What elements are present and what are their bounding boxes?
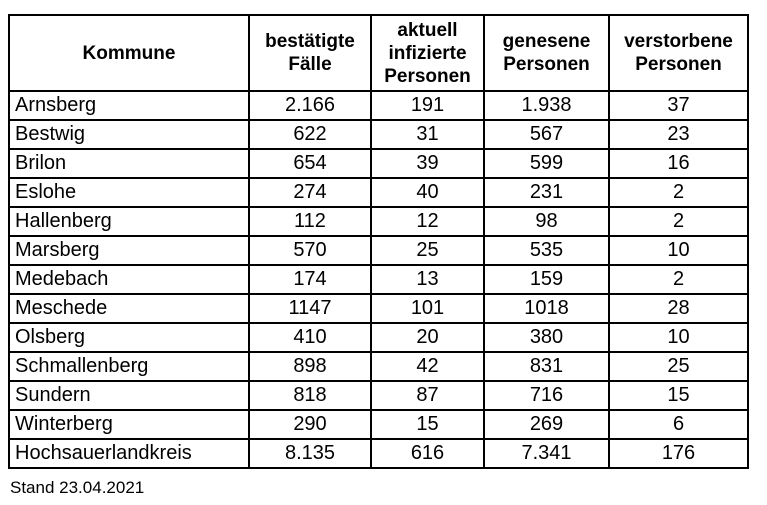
cell-kommune: Eslohe [8, 177, 250, 208]
cell-bestaetigte: 274 [248, 177, 372, 208]
table-row: Marsberg 570 25 535 10 [8, 235, 749, 266]
cell-kommune: Medebach [8, 264, 250, 295]
cell-aktuell: 101 [370, 293, 485, 324]
table-row: Winterberg 290 15 269 6 [8, 409, 749, 440]
table-row: Bestwig 622 31 567 23 [8, 119, 749, 150]
table-row: Hallenberg 112 12 98 2 [8, 206, 749, 237]
table-row: Schmallenberg 898 42 831 25 [8, 351, 749, 382]
cell-verstorbene: 10 [608, 322, 749, 353]
cell-verstorbene: 25 [608, 351, 749, 382]
cell-bestaetigte: 898 [248, 351, 372, 382]
cell-bestaetigte: 410 [248, 322, 372, 353]
cell-bestaetigte: 174 [248, 264, 372, 295]
cell-kommune: Sundern [8, 380, 250, 411]
cell-kommune: Olsberg [8, 322, 250, 353]
cell-bestaetigte: 290 [248, 409, 372, 440]
table-row: Meschede 1147 101 1018 28 [8, 293, 749, 324]
table-header: Kommune bestätigte Fälle aktuell infizie… [8, 14, 749, 92]
cell-verstorbene: 16 [608, 148, 749, 179]
cell-kommune: Hochsauerlandkreis [8, 438, 250, 469]
cell-bestaetigte: 2.166 [248, 90, 372, 121]
column-header-genesene: genesene Personen [483, 14, 610, 92]
table-row: Sundern 818 87 716 15 [8, 380, 749, 411]
cell-aktuell: 15 [370, 409, 485, 440]
cell-genesene: 535 [483, 235, 610, 266]
cell-verstorbene: 15 [608, 380, 749, 411]
cell-verstorbene: 176 [608, 438, 749, 469]
cell-genesene: 269 [483, 409, 610, 440]
cell-kommune: Meschede [8, 293, 250, 324]
table-header-row: Kommune bestätigte Fälle aktuell infizie… [8, 14, 749, 92]
cell-genesene: 159 [483, 264, 610, 295]
cell-aktuell: 42 [370, 351, 485, 382]
column-header-bestaetigte: bestätigte Fälle [248, 14, 372, 92]
cell-aktuell: 25 [370, 235, 485, 266]
column-header-verstorbene: verstorbene Personen [608, 14, 749, 92]
column-header-kommune: Kommune [8, 14, 250, 92]
table-row: Medebach 174 13 159 2 [8, 264, 749, 295]
cell-verstorbene: 2 [608, 264, 749, 295]
table-row: Arnsberg 2.166 191 1.938 37 [8, 90, 749, 121]
cell-genesene: 716 [483, 380, 610, 411]
column-header-aktuell: aktuell infizierte Personen [370, 14, 485, 92]
table-row: Olsberg 410 20 380 10 [8, 322, 749, 353]
cell-genesene: 7.341 [483, 438, 610, 469]
cell-bestaetigte: 622 [248, 119, 372, 150]
cell-verstorbene: 10 [608, 235, 749, 266]
cell-kommune: Schmallenberg [8, 351, 250, 382]
table-row-total: Hochsauerlandkreis 8.135 616 7.341 176 [8, 438, 749, 469]
cell-bestaetigte: 1147 [248, 293, 372, 324]
cell-kommune: Marsberg [8, 235, 250, 266]
cell-aktuell: 13 [370, 264, 485, 295]
table-row: Brilon 654 39 599 16 [8, 148, 749, 179]
cell-genesene: 380 [483, 322, 610, 353]
table-row: Eslohe 274 40 231 2 [8, 177, 749, 208]
cell-kommune: Brilon [8, 148, 250, 179]
cell-verstorbene: 2 [608, 177, 749, 208]
cell-aktuell: 40 [370, 177, 485, 208]
cell-kommune: Arnsberg [8, 90, 250, 121]
cell-genesene: 231 [483, 177, 610, 208]
cell-kommune: Bestwig [8, 119, 250, 150]
cell-bestaetigte: 112 [248, 206, 372, 237]
cell-verstorbene: 28 [608, 293, 749, 324]
cell-aktuell: 616 [370, 438, 485, 469]
cell-verstorbene: 23 [608, 119, 749, 150]
cell-genesene: 1018 [483, 293, 610, 324]
covid-statistics-table: Kommune bestätigte Fälle aktuell infizie… [8, 14, 749, 469]
cell-bestaetigte: 654 [248, 148, 372, 179]
cell-bestaetigte: 570 [248, 235, 372, 266]
cell-bestaetigte: 8.135 [248, 438, 372, 469]
cell-verstorbene: 37 [608, 90, 749, 121]
cell-kommune: Winterberg [8, 409, 250, 440]
cell-verstorbene: 6 [608, 409, 749, 440]
cell-aktuell: 87 [370, 380, 485, 411]
cell-aktuell: 39 [370, 148, 485, 179]
cell-verstorbene: 2 [608, 206, 749, 237]
cell-genesene: 1.938 [483, 90, 610, 121]
cell-aktuell: 31 [370, 119, 485, 150]
cell-aktuell: 20 [370, 322, 485, 353]
cell-kommune: Hallenberg [8, 206, 250, 237]
table-body: Arnsberg 2.166 191 1.938 37 Bestwig 622 … [8, 90, 749, 469]
cell-genesene: 831 [483, 351, 610, 382]
cell-genesene: 599 [483, 148, 610, 179]
cell-genesene: 567 [483, 119, 610, 150]
cell-bestaetigte: 818 [248, 380, 372, 411]
cell-aktuell: 12 [370, 206, 485, 237]
cell-genesene: 98 [483, 206, 610, 237]
stand-date-caption: Stand 23.04.2021 [10, 478, 145, 497]
cell-aktuell: 191 [370, 90, 485, 121]
